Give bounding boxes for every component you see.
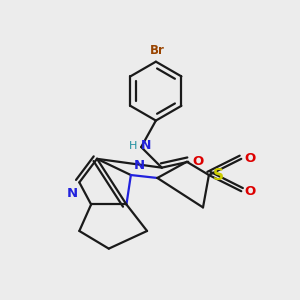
Text: N: N: [134, 159, 145, 172]
Text: O: O: [193, 155, 204, 168]
Text: N: N: [141, 139, 152, 152]
Text: O: O: [244, 152, 256, 165]
Text: H: H: [129, 141, 138, 151]
Text: O: O: [244, 185, 256, 198]
Text: N: N: [67, 187, 78, 200]
Text: Br: Br: [150, 44, 165, 57]
Text: S: S: [213, 167, 224, 182]
